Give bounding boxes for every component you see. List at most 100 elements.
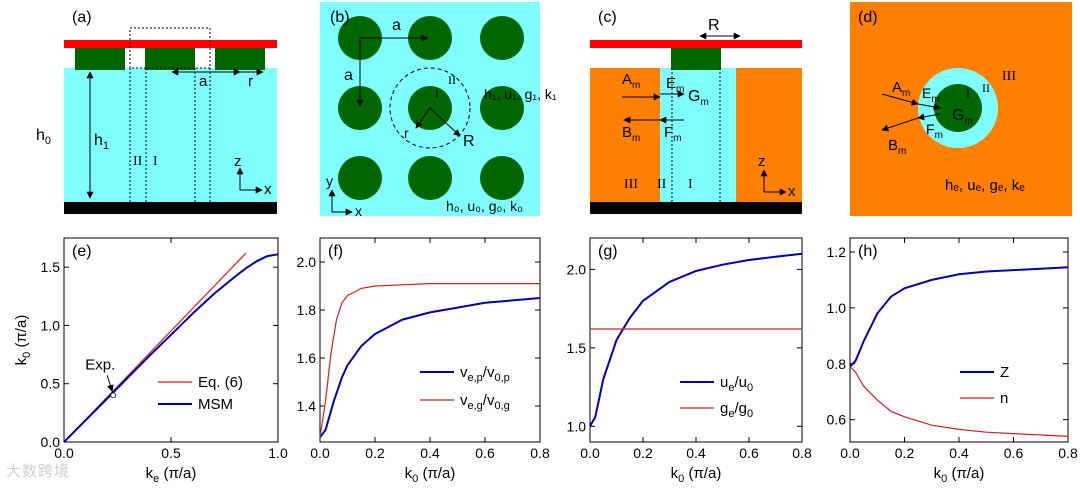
x-tick-label: 0.2 <box>365 445 385 461</box>
x-tick-label: 0.6 <box>1004 445 1024 461</box>
x-tick-label: 0.4 <box>686 445 706 461</box>
chart-g: 0.0 0.2 0.4 0.6 0.8 1.0 1.5 2.0 k0 (π/a) (g) ue/u0… <box>567 237 812 485</box>
rod <box>408 16 452 60</box>
y-tick-label: 1.4 <box>297 398 317 414</box>
A-label: Am <box>892 79 910 99</box>
A-arrow <box>881 93 919 106</box>
x-axis-label: ke (π/a) <box>146 465 197 485</box>
region-I-label: I <box>966 86 970 100</box>
x-axis-label: k0 (π/a) <box>405 465 456 485</box>
region-I-label: I <box>435 86 439 100</box>
watermark: 大数跨境 <box>6 462 71 480</box>
water-region <box>660 68 736 202</box>
rod <box>338 86 382 130</box>
legend-label: Eq. (6) <box>198 374 243 391</box>
legend-label: MSM <box>198 396 233 413</box>
A-label: Am <box>622 71 640 91</box>
base-plate <box>590 202 802 214</box>
y-tick-label: 1.0 <box>827 300 847 316</box>
x-axis-label: k0 (π/a) <box>934 465 985 485</box>
x-tick-label: 0.6 <box>739 445 759 461</box>
unit-cell-box <box>129 27 211 69</box>
x-tick-label: 0.2 <box>895 445 915 461</box>
rod <box>408 156 452 200</box>
y-tick-label: 1.0 <box>41 317 61 333</box>
R-label: R <box>708 17 720 34</box>
x-tick-label: 0.0 <box>54 445 74 461</box>
panel-label-b: (b) <box>330 9 350 26</box>
legend-label: ue/u0 <box>720 374 753 394</box>
rod <box>480 156 524 200</box>
region-II-label: II <box>982 81 990 95</box>
series-line-blue <box>319 297 541 438</box>
B-label: Bm <box>622 124 640 144</box>
F-arrow <box>917 113 941 121</box>
region-I-label: I <box>688 177 693 192</box>
legend-label: Z <box>1000 364 1009 381</box>
y-tick-label: 0.5 <box>41 376 61 392</box>
chart-panels: 0.0 0.5 1.0 0.0 0.5 1.0 1.5 ke (π/a) k0 (π/a) (e)… <box>13 237 1078 485</box>
axis-y-label: y <box>326 173 333 189</box>
rod <box>934 84 982 132</box>
E-arrow <box>917 103 941 111</box>
region-I-label: I <box>153 154 158 169</box>
axis-x-label: x <box>264 181 272 198</box>
region-III-label: III <box>624 177 638 192</box>
orange-region <box>590 68 660 202</box>
legend-label: ve,g/v0,g <box>460 392 510 412</box>
region-II-label: II <box>133 154 143 169</box>
panel-label: (g) <box>598 243 618 260</box>
experiment-point <box>110 392 117 399</box>
effective-properties: hₑ, uₑ, gₑ, kₑ <box>945 177 1025 194</box>
F-label: Fm <box>664 124 682 144</box>
legend-label: n <box>1000 390 1008 407</box>
R-arrow <box>429 107 461 137</box>
lid <box>64 40 277 48</box>
x-tick-label: 0.0 <box>310 445 330 461</box>
legend-label: ge/g0 <box>720 400 753 420</box>
panel-label: (f) <box>328 243 343 260</box>
lid <box>590 40 802 48</box>
annotation-arrow <box>106 375 114 393</box>
a-label-left: a <box>344 67 353 84</box>
panel-label: (e) <box>72 243 92 260</box>
r-arrow <box>415 107 431 129</box>
chart-f: 0.0 0.2 0.4 0.6 0.8 1.4 1.6 1.8 2.0 k0 (π/a) (f) ve… <box>297 237 550 485</box>
panel-c: (c) R Am Em Gm Bm Fm III II I z x <box>590 9 802 214</box>
x-tick-label: 0.4 <box>420 445 440 461</box>
series-line-blue <box>63 253 279 443</box>
r-label: r <box>404 125 409 141</box>
y-tick-label: 1.5 <box>567 340 587 356</box>
R-label: R <box>463 133 475 150</box>
y-tick-label: 0.8 <box>827 356 847 372</box>
y-tick-label: 0.0 <box>41 434 61 450</box>
axis-z-label: z <box>758 153 766 170</box>
h0-label: h0 <box>36 127 51 147</box>
inner-properties: h₁, u₁, g₁, k₁ <box>484 86 557 102</box>
rod <box>215 48 265 70</box>
panel-a: (a) h0 h1 a r II I z x <box>36 9 277 214</box>
y-tick-label: 1.0 <box>567 418 587 434</box>
region-II-label: II <box>448 73 456 87</box>
y-tick-label: 1.5 <box>41 259 61 275</box>
y-tick-label: 0.6 <box>827 412 847 428</box>
x-tick-label: 0.8 <box>792 445 812 461</box>
base-plate <box>64 202 277 214</box>
series-line-red <box>319 283 540 438</box>
panel-label-a: (a) <box>72 9 92 26</box>
B-label: Bm <box>888 137 906 157</box>
annotation-label: Exp. <box>85 356 115 373</box>
axis-z-label: z <box>234 153 242 170</box>
panel-label: (h) <box>858 243 878 260</box>
E-label: Em <box>922 85 940 105</box>
rod <box>671 48 721 70</box>
region-II-label: II <box>657 177 667 192</box>
rod <box>145 48 195 70</box>
G-label: Gm <box>688 88 709 108</box>
legend-label: ve,p/v0,p <box>460 364 510 384</box>
B-arrow <box>881 117 919 132</box>
x-tick-label: 1.0 <box>268 445 288 461</box>
x-axis-label: k0 (π/a) <box>671 465 722 485</box>
region-III-label: III <box>1002 69 1016 84</box>
